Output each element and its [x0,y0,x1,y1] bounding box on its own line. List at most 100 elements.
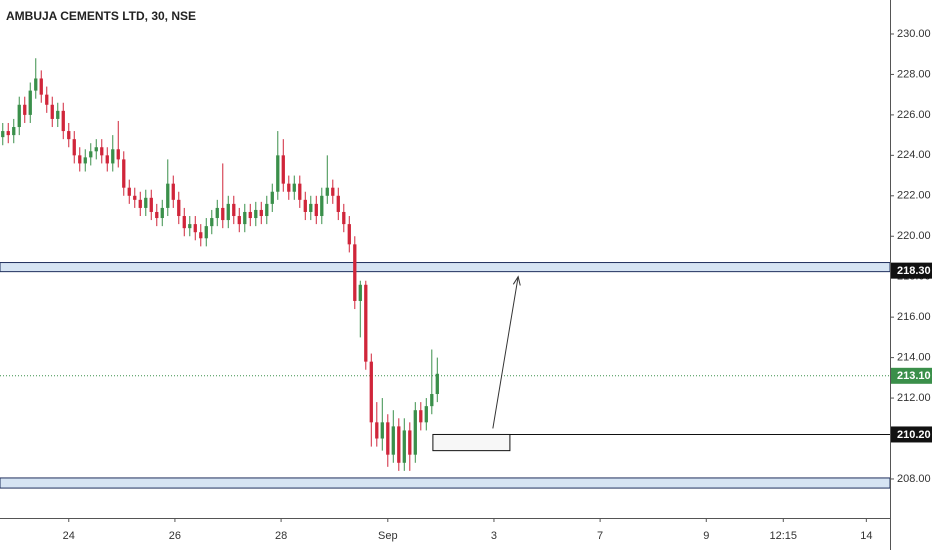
candle-body [39,78,43,95]
plot-area [0,58,891,489]
candle-body [28,90,32,115]
candle-body [408,430,412,455]
candle-body [375,422,379,439]
candle-body [111,149,115,164]
candle-body [435,373,439,395]
y-tick-label: 222.00 [897,190,931,202]
x-tick-label: Sep [378,530,398,542]
candle-body [342,211,346,225]
candle-body [413,410,417,455]
candle-body [122,159,126,188]
candle-body [155,211,159,219]
chart-title: AMBUJA CEMENTS LTD, 30, NSE [6,9,196,23]
candle-body [243,211,247,225]
candle-body [287,183,291,192]
candle-body [281,155,285,184]
candle-body [83,157,87,164]
candle-body [254,209,258,219]
arrow-head [512,275,521,286]
y-tick-label: 226.00 [897,109,931,121]
candle-body [369,361,373,423]
target-box [432,433,511,452]
candle-body [320,195,324,217]
x-tick-label: 28 [275,530,287,542]
candle-body [232,203,236,217]
candle-body [325,187,329,196]
candle-body [331,187,335,196]
candle-body [391,426,395,455]
x-tick-label: 14 [860,530,872,542]
candle-body [303,199,307,212]
candle-body [419,410,423,423]
candle-body [226,203,230,221]
candle-body [248,211,252,219]
candle-body [397,426,401,463]
candle-body [353,244,357,301]
candle-body [160,207,164,219]
candle-body [149,197,153,212]
candle-body [221,207,225,221]
y-tick-label: 216.00 [897,311,931,323]
candle-body [386,422,390,455]
candle-body [171,183,175,200]
x-tick-label: 12:15 [770,530,798,542]
candle-body [166,183,170,208]
y-tick-label: 224.00 [897,149,931,161]
candle-body [78,155,82,164]
candle-body [424,406,428,423]
candle-body [270,191,274,204]
candle-body [34,78,38,91]
candle-body [380,422,384,439]
candle-body [210,218,214,227]
y-tick-label: 228.00 [897,68,931,80]
candle-body [17,104,21,128]
x-tick-label: 9 [703,530,709,542]
candle-body [188,224,192,229]
candle-body [133,195,137,200]
candle-body [292,183,296,192]
y-tick-label: 220.00 [897,230,931,242]
candle-body [61,110,65,132]
candle-body [94,147,98,152]
last-price-label: 213.10 [897,370,931,382]
candle-body [12,127,16,136]
candle-body [265,203,269,217]
candle-body [1,131,5,138]
candle-body [89,151,93,158]
level-price-label-box [891,426,932,443]
y-tick-label: 212.00 [897,392,931,404]
candle-body [116,149,120,160]
level-price-label: 210.20 [897,429,931,441]
candle-body [430,394,434,407]
zone-price-label: 218.30 [897,265,931,277]
candle-body [259,209,263,217]
candle-body [56,110,60,119]
candle-body [298,183,302,200]
candle-body [23,104,27,115]
x-tick-label: 7 [597,530,603,542]
candle-body [215,207,219,219]
candle-body [138,199,142,208]
support-resistance-zone [0,477,891,489]
candle-body [72,139,76,156]
candle-body [193,224,197,233]
zone-price-label-box [891,262,932,279]
candle-body [336,195,340,212]
candle-body [347,224,351,245]
y-tick-label: 214.00 [897,352,931,364]
candle-body [67,131,71,140]
candle-body [177,199,181,217]
last-price-label-box [891,367,932,384]
candle-body [276,155,280,192]
candle-body [237,216,241,225]
candle-body [314,203,318,217]
y-tick-label: 208.00 [897,473,931,485]
candle-body [45,94,49,105]
y-tick-label: 230.00 [897,28,931,40]
candle-body [402,430,406,463]
candle-body [50,104,54,119]
support-resistance-zone [0,262,891,273]
